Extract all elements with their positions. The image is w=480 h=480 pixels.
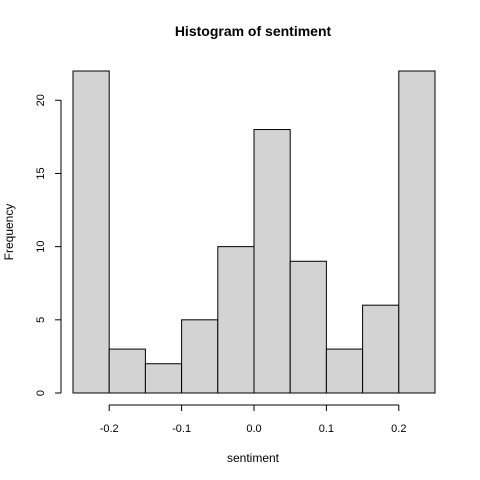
chart-title: Histogram of sentiment	[175, 23, 332, 39]
histogram-bar	[217, 246, 255, 394]
histogram-bar	[362, 304, 400, 394]
histogram-bar	[289, 260, 327, 394]
histogram-bar	[144, 363, 183, 394]
y-tick-label: 5	[35, 317, 47, 323]
histogram-bar	[108, 348, 146, 394]
x-tick-label: 0.2	[391, 423, 406, 435]
x-axis: -0.2 -0.1 0.0 0.1 0.2	[100, 404, 406, 435]
histogram-bar	[181, 319, 219, 394]
x-axis-label: sentiment	[227, 451, 280, 465]
histogram-bar	[72, 70, 110, 394]
x-tick-label: -0.1	[172, 423, 191, 435]
y-tick-label: 20	[35, 94, 47, 106]
y-axis-label: Frequency	[2, 204, 16, 261]
histogram-bar	[253, 129, 291, 394]
y-tick-label: 15	[35, 167, 47, 179]
x-tick-label: -0.2	[100, 423, 119, 435]
y-tick-label: 10	[35, 241, 47, 253]
y-axis: 0 5 10 15 20	[35, 94, 62, 396]
histogram-bar	[325, 348, 364, 394]
x-tick-label: 0.1	[319, 423, 334, 435]
histogram-bar	[398, 70, 436, 394]
y-tick-label: 0	[35, 390, 47, 396]
x-tick-label: 0.0	[246, 423, 261, 435]
bars-group	[72, 70, 436, 394]
